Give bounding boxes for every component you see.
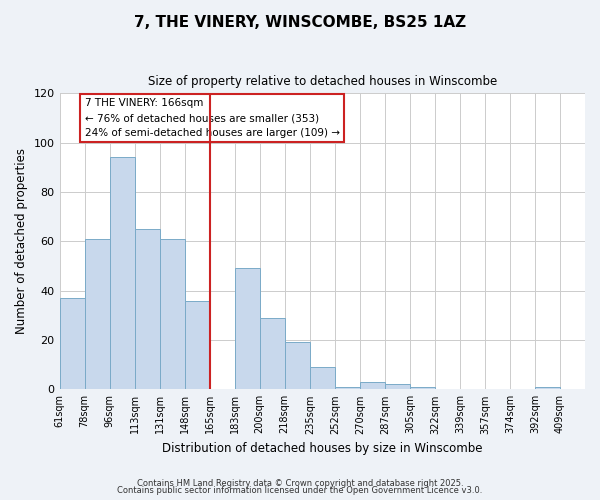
- Bar: [85, 239, 110, 390]
- Text: 7 THE VINERY: 166sqm
← 76% of detached houses are smaller (353)
24% of semi-deta: 7 THE VINERY: 166sqm ← 76% of detached h…: [85, 98, 340, 138]
- Bar: [410, 387, 435, 390]
- X-axis label: Distribution of detached houses by size in Winscombe: Distribution of detached houses by size …: [162, 442, 482, 455]
- Bar: [235, 268, 260, 390]
- Bar: [335, 387, 360, 390]
- Text: Contains public sector information licensed under the Open Government Licence v3: Contains public sector information licen…: [118, 486, 482, 495]
- Bar: [535, 387, 560, 390]
- Bar: [59, 298, 85, 390]
- Text: Contains HM Land Registry data © Crown copyright and database right 2025.: Contains HM Land Registry data © Crown c…: [137, 478, 463, 488]
- Title: Size of property relative to detached houses in Winscombe: Size of property relative to detached ho…: [148, 75, 497, 88]
- Bar: [385, 384, 410, 390]
- Bar: [110, 158, 134, 390]
- Y-axis label: Number of detached properties: Number of detached properties: [15, 148, 28, 334]
- Bar: [310, 367, 335, 390]
- Bar: [185, 300, 209, 390]
- Bar: [134, 229, 160, 390]
- Bar: [285, 342, 310, 390]
- Bar: [160, 239, 185, 390]
- Bar: [260, 318, 285, 390]
- Text: 7, THE VINERY, WINSCOMBE, BS25 1AZ: 7, THE VINERY, WINSCOMBE, BS25 1AZ: [134, 15, 466, 30]
- Bar: [360, 382, 385, 390]
